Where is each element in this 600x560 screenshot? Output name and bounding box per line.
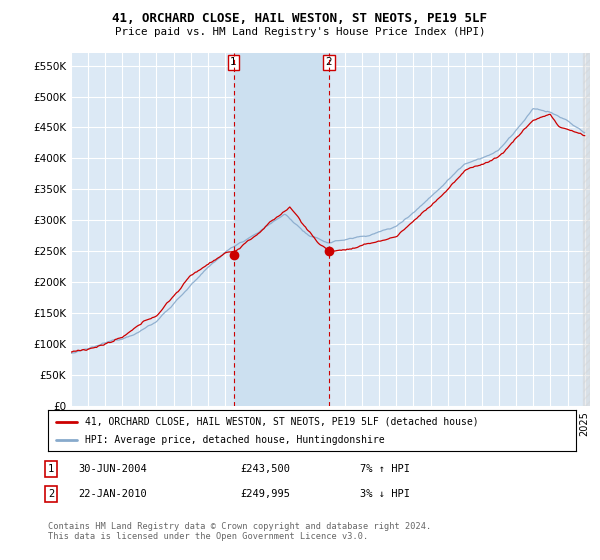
Text: 7% ↑ HPI: 7% ↑ HPI (360, 464, 410, 474)
Text: 2: 2 (48, 489, 54, 499)
Text: 41, ORCHARD CLOSE, HAIL WESTON, ST NEOTS, PE19 5LF (detached house): 41, ORCHARD CLOSE, HAIL WESTON, ST NEOTS… (85, 417, 479, 427)
Text: 22-JAN-2010: 22-JAN-2010 (78, 489, 147, 499)
Text: 30-JUN-2004: 30-JUN-2004 (78, 464, 147, 474)
Text: 41, ORCHARD CLOSE, HAIL WESTON, ST NEOTS, PE19 5LF: 41, ORCHARD CLOSE, HAIL WESTON, ST NEOTS… (113, 12, 487, 25)
Text: £249,995: £249,995 (240, 489, 290, 499)
Bar (583, 53, 590, 406)
Text: 1: 1 (48, 464, 54, 474)
Text: HPI: Average price, detached house, Huntingdonshire: HPI: Average price, detached house, Hunt… (85, 435, 385, 445)
Text: Price paid vs. HM Land Registry's House Price Index (HPI): Price paid vs. HM Land Registry's House … (115, 27, 485, 37)
Text: 1: 1 (230, 58, 237, 68)
Text: Contains HM Land Registry data © Crown copyright and database right 2024.
This d: Contains HM Land Registry data © Crown c… (48, 522, 431, 542)
Bar (233, 53, 329, 406)
Text: £243,500: £243,500 (240, 464, 290, 474)
Text: 3% ↓ HPI: 3% ↓ HPI (360, 489, 410, 499)
Text: 2: 2 (326, 58, 332, 68)
